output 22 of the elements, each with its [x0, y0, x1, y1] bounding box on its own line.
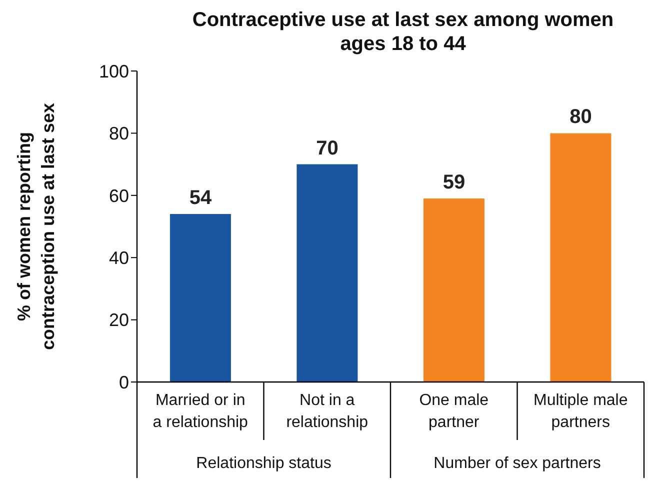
y-tick-label: 60	[108, 186, 129, 206]
x-tick-label: Multiple male partners	[533, 392, 628, 431]
y-axis-title: % of women reporting contraception use at last sex	[14, 102, 58, 350]
text: Number of sex partners	[434, 455, 601, 472]
text: Relationship status	[196, 455, 332, 472]
data-label: 70	[316, 137, 338, 160]
x-tick-label: One male partner	[419, 392, 489, 431]
bar	[296, 164, 358, 382]
y-tick-label: 40	[108, 248, 129, 268]
chart-title: Contraceptive use at last sex among women ages 18 to 44	[191, 8, 615, 57]
bar	[423, 198, 484, 382]
data-label: 80	[570, 106, 592, 128]
x-tick-label: Married or in a relationship	[152, 392, 248, 431]
bar	[170, 214, 231, 382]
y-tick-label: 100	[98, 61, 129, 82]
bar	[550, 133, 612, 382]
y-tick-label: 20	[108, 310, 129, 330]
y-tick-label: 80	[108, 124, 129, 144]
x-tick-label: Not in a relationship	[286, 392, 368, 431]
data-label: 59	[442, 172, 466, 194]
data-label: 54	[189, 187, 212, 210]
y-tick-label: 0	[118, 372, 129, 392]
